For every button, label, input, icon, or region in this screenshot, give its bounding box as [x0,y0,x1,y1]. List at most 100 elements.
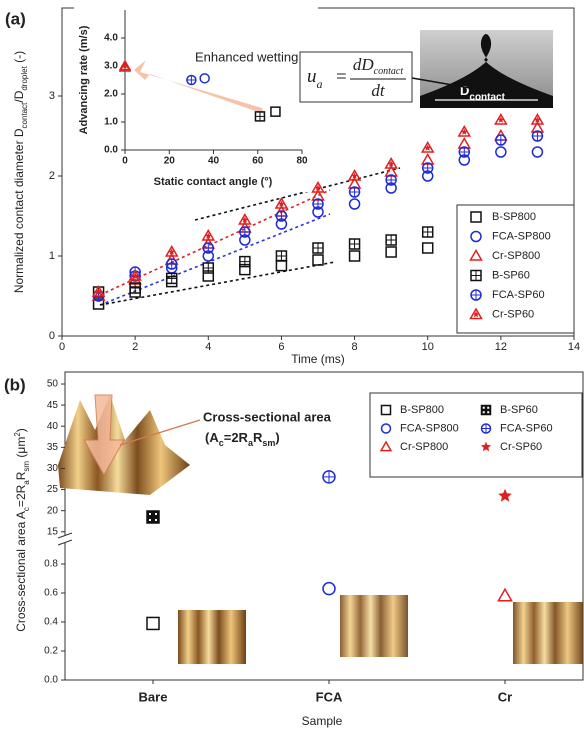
marker-part [496,147,506,157]
label-part: droplet [20,65,29,90]
y-tick-label: 0.4 [44,617,58,628]
label-part: /D [12,90,26,102]
y-tick-label: 20 [47,505,59,516]
data-point [498,489,512,502]
formula-part: dD [353,55,375,74]
x-tick-label: 4 [205,341,211,353]
y-tick-label: 0.8 [44,559,58,570]
panel-label: (b) [4,375,26,394]
marker-part [386,247,396,257]
data-point [498,589,511,600]
formula-part: contact [374,66,404,77]
label-part: D [460,83,469,98]
x-tick-label: 20 [164,156,176,167]
x-tick-label: 80 [296,156,308,167]
trend-line [100,214,330,305]
y-tick-label: 40 [47,421,59,432]
marker-part [147,617,159,629]
y-tick-label: 4.0 [104,33,118,44]
marker-part [276,261,286,271]
data-point [423,163,433,173]
legend-label: FCA-SP800 [492,230,551,242]
surface-image [513,602,583,664]
data-point [459,127,470,137]
data-point [386,175,396,185]
label-part: sm [22,461,31,472]
legend-label: Cr-SP60 [492,308,534,320]
data-point [386,247,396,257]
y-tick-label: 3 [49,90,55,102]
legend-marker [482,406,491,415]
y-tick-label: 2.0 [104,89,118,100]
panel-b: (b) Cross-sectional area (Ac=2RaRsm) [4,372,583,680]
surface-image [58,395,190,495]
annotation: Cross-sectional area [203,409,332,424]
formula-part: a [317,77,323,91]
data-point [459,147,469,157]
y-tick-label: 30 [47,463,59,474]
data-point [276,251,286,261]
data-point [532,147,542,157]
y-tick-label: 25 [47,484,59,495]
marker-part [487,411,489,413]
y-tick-label: 45 [47,400,59,411]
legend-label: FCA-SP60 [500,422,553,434]
figure: (a) Dcontact ua = dDcontact dt Enhanced … [0,0,584,733]
y-tick-label: 15 [47,526,59,537]
marker-part [350,251,360,261]
legend-label: Cr-SP60 [500,441,542,453]
marker-part [483,407,485,409]
x-axis-label: Static contact angle (°) [154,176,273,188]
y-tick-label: 2 [49,170,55,182]
x-tick-label: 12 [495,341,507,353]
legend-label: Cr-SP800 [400,441,448,453]
data-point [350,251,360,261]
legend-label: FCA-SP60 [492,289,545,301]
data-point [422,143,433,153]
formula-eq: = [336,66,347,87]
data-point [323,471,335,483]
marker-part [149,513,151,515]
x-tick-label: 14 [568,341,580,353]
label-part: =2R [14,484,28,507]
y-tick-label: 0 [49,330,55,342]
data-point [313,199,323,209]
y-tick-label: 3.0 [104,61,118,72]
x-tick-label: 10 [422,341,434,353]
marker-part [155,519,157,521]
data-point [386,235,396,245]
data-point [276,261,286,271]
formula-part: u [307,66,317,87]
x-tick-label: 40 [208,156,220,167]
data-point [313,255,323,265]
label-part: (A [205,430,219,445]
data-point [203,243,213,253]
marker-part [350,199,360,209]
surface-image [178,610,246,664]
data-point [350,187,360,197]
x-tick-label: Bare [139,689,168,704]
legend-label: Cr-SP800 [492,250,540,262]
label-part: Cross-sectional area A [14,511,28,632]
label-part: (μm [14,437,28,461]
marker-part [423,243,433,253]
x-tick-label: 6 [278,341,284,353]
x-tick-label: 2 [132,341,138,353]
y-axis-label: Normalized contact diameter Dcontact/Ddr… [12,51,28,293]
x-tick-label: 60 [252,156,264,167]
x-tick-label: 8 [352,341,358,353]
marker-part [498,489,512,502]
surface-image [340,595,408,657]
label-part: ) [14,428,28,432]
label-part: Normalized contact diameter D [12,128,26,293]
axis-break-gap [58,535,72,543]
panel-label: (a) [5,9,26,28]
data-point [276,211,286,221]
data-point [167,259,177,269]
marker-part [313,255,323,265]
y-tick-label: 1 [49,250,55,262]
y-tick-label: 50 [47,379,59,390]
x-axis-label: Time (ms) [291,352,345,366]
marker-part [155,513,157,515]
annotation-formula: (Ac=2RaRsm) [205,430,280,448]
